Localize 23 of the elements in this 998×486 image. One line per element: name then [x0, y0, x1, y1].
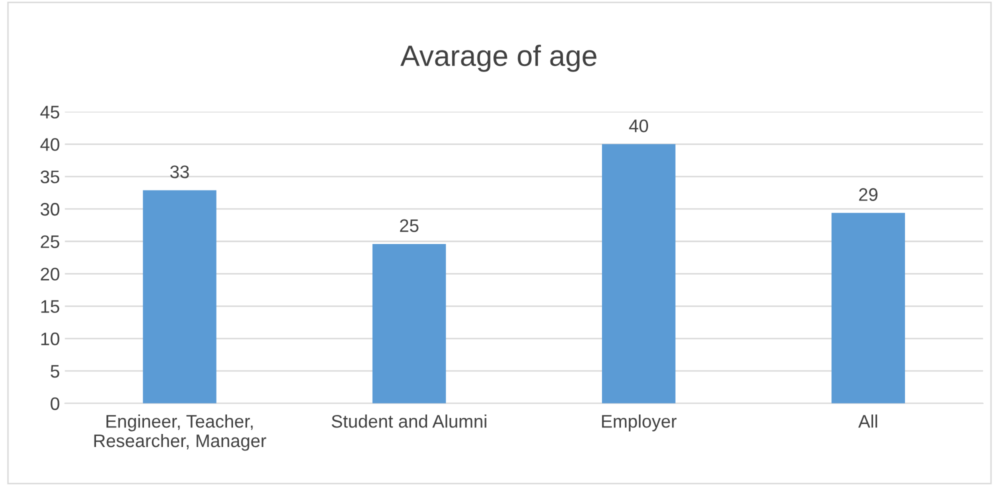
y-tick-label: 20: [40, 268, 60, 280]
bar: [142, 190, 216, 404]
y-tick-label: 5: [50, 365, 60, 378]
data-label: 25: [400, 219, 418, 232]
bar: [372, 244, 446, 404]
y-tick-label: 30: [40, 202, 60, 216]
bar: [832, 212, 905, 404]
y-tick-label: 0: [50, 397, 60, 410]
x-tick-label: Engineer, Teacher, Researcher, Manager: [94, 414, 266, 451]
chart-title: Avarage of age: [400, 44, 596, 72]
y-tick-label: 15: [41, 300, 60, 313]
x-tick-label: All: [858, 414, 878, 428]
data-label: 40: [629, 119, 648, 132]
x-tick-label: Student and Alumni: [332, 414, 486, 428]
y-tick-label: 40: [40, 138, 60, 151]
y-tick-label: 10: [41, 332, 60, 346]
data-label: 29: [859, 188, 878, 201]
x-tick-label: Employer: [602, 414, 677, 432]
data-label: 33: [170, 166, 189, 178]
y-tick-label: 35: [40, 170, 60, 184]
bar: [602, 144, 676, 404]
y-tick-label: 45: [40, 106, 60, 118]
y-tick-label: 25: [40, 235, 60, 248]
